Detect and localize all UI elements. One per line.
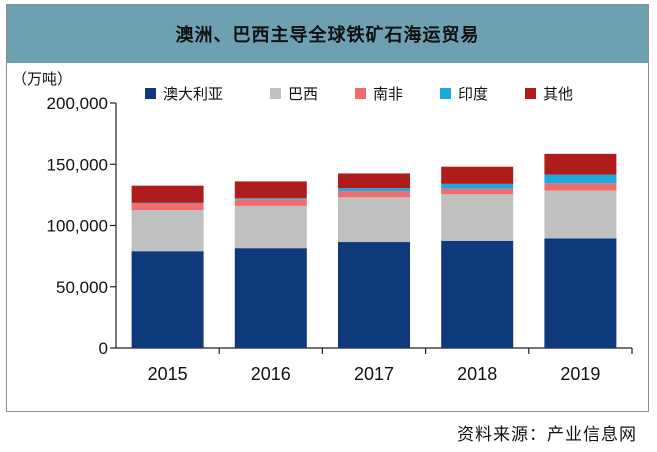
bar-segment [544,190,617,239]
bar-segment [234,199,307,206]
legend-swatch [525,88,536,99]
legend-label: 澳大利亚 [163,85,223,103]
y-tick-label: 0 [99,339,108,358]
bar-segment [131,202,204,204]
bar-segment [441,166,514,184]
bar-segment [338,242,410,348]
bar-segment [441,194,514,241]
legend-label: 南非 [373,85,403,103]
bar-segment [338,173,410,189]
legend-swatch [270,88,281,99]
bar-segment [544,183,617,191]
chart-title: 澳洲、巴西主导全球铁矿石海运贸易 [175,25,480,46]
legend-swatch [355,88,366,99]
x-tick-label: 2019 [560,364,600,384]
y-tick-label: 50,000 [56,278,108,297]
chart-frame: 澳洲、巴西主导全球铁矿石海运贸易 [6,4,649,412]
source-note: 资料来源：产业信息网 [457,425,637,445]
legend-label: 其他 [543,85,573,103]
y-tick-label: 200,000 [47,94,108,113]
legend-label: 巴西 [288,85,318,103]
x-tick-label: 2016 [251,364,291,384]
bar-segment [234,248,307,348]
legend-swatch [145,88,156,99]
title-bar: 澳洲、巴西主导全球铁矿石海运贸易 [7,5,648,63]
y-tick-label: 100,000 [47,217,108,236]
bar-segment [544,238,617,348]
bar-segment [131,185,204,203]
bar-segment [234,181,307,198]
bar-segment [234,197,307,200]
bar-segment [441,183,514,189]
x-tick-label: 2018 [457,364,497,384]
bar-segment [544,153,617,175]
legend-swatch [440,88,451,99]
bar-segment [338,188,410,192]
y-axis-label: （万吨） [12,70,72,88]
bar-segment [131,210,204,252]
bar-segment [131,251,204,348]
bar-segment [441,240,514,348]
bar-segment [234,205,307,249]
x-tick-label: 2017 [354,364,394,384]
bar-segment [131,203,204,211]
y-tick-label: 150,000 [47,155,108,174]
bar-segment [441,188,514,195]
bar-segment [338,191,410,198]
x-tick-label: 2015 [148,364,188,384]
bar-segment [544,174,617,184]
bar-segment [338,197,410,243]
legend-label: 印度 [458,85,488,103]
